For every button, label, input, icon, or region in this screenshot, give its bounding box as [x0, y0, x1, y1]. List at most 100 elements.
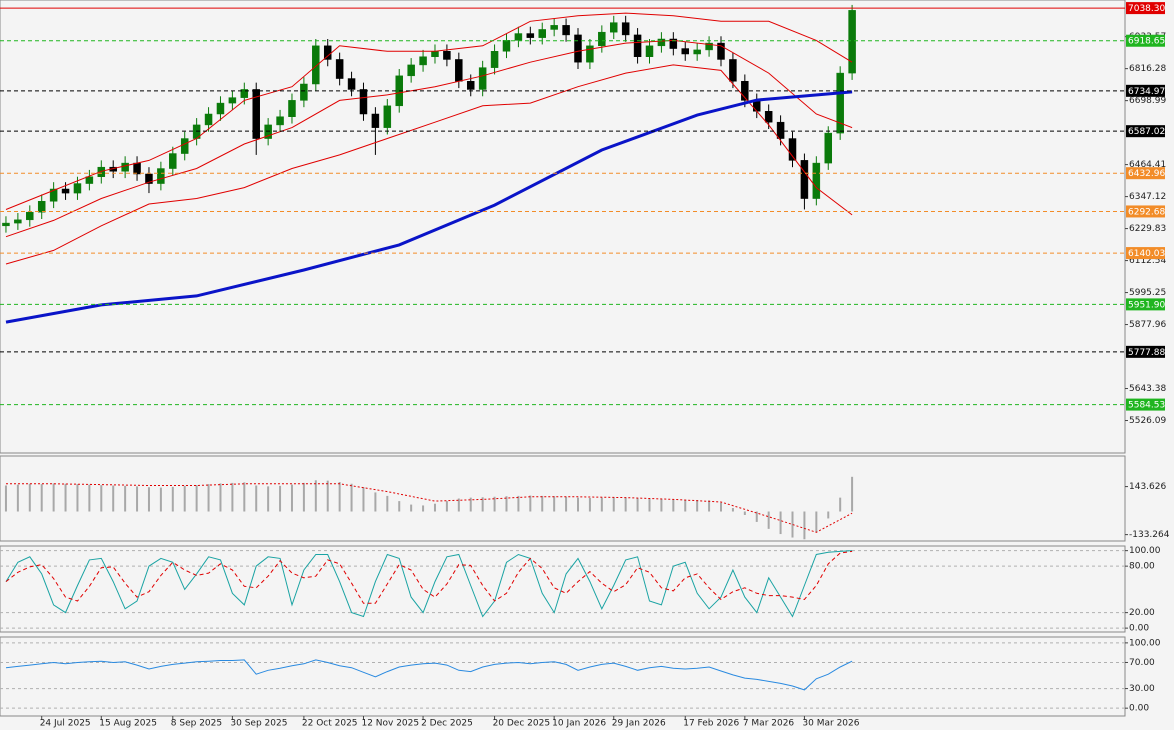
x-tick-label: 22 Oct 2025: [302, 719, 358, 729]
histogram-bar: [422, 505, 425, 512]
level-label-box: [1126, 167, 1165, 180]
candle-body: [645, 45, 654, 57]
y-tick-label: 0.00: [1129, 624, 1149, 634]
histogram-bar: [636, 498, 639, 512]
level-label: 6292.68: [1128, 207, 1165, 217]
histogram-bar: [624, 497, 627, 512]
histogram-bar: [255, 485, 258, 512]
level-label-box: [1126, 398, 1165, 411]
candle-body: [669, 38, 678, 49]
histogram-bar: [28, 483, 31, 512]
candle-body: [2, 222, 10, 227]
histogram-bar: [481, 497, 484, 512]
candle-body: [14, 219, 22, 224]
histogram-bar: [159, 487, 162, 512]
y-tick-label: 6112.54: [1129, 256, 1166, 266]
candle-body: [562, 25, 570, 36]
candle-body: [538, 29, 546, 38]
level-label: 5951.90: [1128, 300, 1165, 310]
histogram-bar: [40, 484, 43, 512]
histogram-bar: [541, 495, 544, 512]
histogram-bar: [684, 499, 687, 512]
histogram-bar: [183, 485, 186, 512]
level-label: 5584.53: [1128, 401, 1165, 411]
candle-body: [85, 176, 94, 184]
candle-body: [550, 25, 558, 30]
x-tick-label: 29 Jan 2026: [612, 719, 666, 729]
candle-body: [97, 166, 106, 177]
indicator-line: [5, 659, 853, 691]
candle-body: [383, 105, 392, 128]
candle-body: [836, 72, 844, 134]
histogram-bar: [112, 485, 115, 512]
histogram-bar: [565, 496, 568, 512]
histogram-bar: [767, 511, 770, 529]
histogram-bar: [219, 483, 222, 512]
histogram-bar: [505, 496, 508, 512]
histogram-bar: [529, 495, 532, 512]
x-tick-label: 20 Dec 2025: [493, 719, 551, 729]
candle-body: [609, 22, 618, 33]
y-tick-label: 5877.96: [1129, 320, 1166, 330]
y-tick-label: -133.264: [1129, 530, 1170, 540]
histogram-bar: [445, 501, 448, 512]
histogram-bar: [350, 483, 353, 512]
candle-body: [347, 78, 356, 90]
candle-body: [312, 45, 320, 85]
histogram-bar: [338, 482, 341, 512]
level-label-box: [1126, 34, 1165, 47]
rsi-panel-frame: [0, 636, 1126, 717]
histogram-bar: [851, 476, 854, 512]
indicator-line: [5, 64, 853, 265]
candle-body: [526, 33, 535, 38]
candle-body: [49, 188, 58, 202]
level-label: 6432.96: [1128, 169, 1165, 179]
level-label: 7038.30: [1128, 4, 1165, 14]
y-tick-label: 100.00: [1129, 546, 1161, 556]
histogram-bar: [410, 504, 413, 512]
level-label: 5777.88: [1128, 348, 1165, 358]
candle-body: [61, 188, 70, 194]
candle-body: [371, 113, 380, 128]
x-tick-label: 2 Dec 2025: [421, 719, 473, 729]
candle-body: [407, 64, 415, 77]
indicator-line: [6, 483, 853, 533]
histogram-bar: [326, 480, 329, 512]
indicator-line: [5, 90, 853, 324]
histogram-bar: [648, 498, 651, 512]
main-panel-frame: [0, 0, 1126, 454]
candle-body: [717, 42, 725, 60]
y-tick-label: 20.00: [1129, 608, 1155, 618]
histogram-bar: [803, 511, 806, 540]
x-tick-label: 17 Feb 2026: [683, 719, 739, 729]
x-tick-label: 7 Mar 2026: [743, 719, 795, 729]
candle-body: [621, 22, 630, 36]
histogram-bar: [553, 496, 556, 512]
candle-body: [240, 89, 249, 98]
candle-body: [586, 45, 594, 63]
candle-body: [323, 45, 332, 60]
candle-body: [300, 83, 308, 101]
candle-body: [121, 162, 129, 172]
candle-body: [812, 162, 821, 199]
y-tick-label: 6698.99: [1129, 96, 1166, 106]
histogram-bar: [374, 492, 377, 512]
histogram-bar: [517, 495, 520, 512]
histogram-bar: [16, 484, 19, 512]
indicator-line: [5, 550, 853, 604]
y-tick-label: 6464.41: [1129, 160, 1166, 170]
histogram-bar: [755, 511, 758, 522]
y-tick-label: 6347.12: [1129, 192, 1166, 202]
candle-body: [37, 201, 46, 213]
y-tick-label: 6229.83: [1129, 224, 1166, 234]
level-label: 6918.65: [1128, 37, 1165, 47]
candle-body: [502, 40, 511, 52]
histogram-bar: [171, 486, 174, 512]
histogram-bar: [279, 485, 282, 512]
histogram-bar: [696, 500, 699, 512]
x-tick-label: 8 Sep 2025: [171, 719, 222, 729]
x-tick-label: 10 Jan 2026: [552, 719, 606, 729]
macd-panel-frame: [0, 455, 1126, 542]
histogram-bar: [314, 480, 317, 512]
